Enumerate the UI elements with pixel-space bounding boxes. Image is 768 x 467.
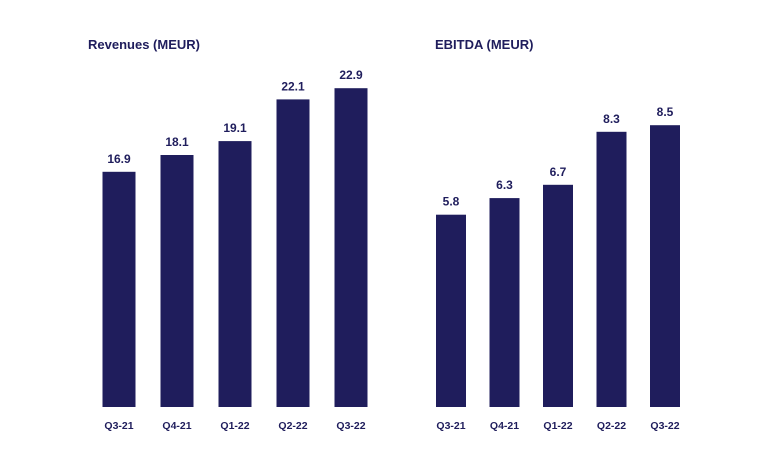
ebitda-value-label-q1-22: 6.7 xyxy=(550,165,567,179)
ebitda-value-label-q3-22: 8.5 xyxy=(657,105,674,119)
ebitda-bar-q4-21 xyxy=(489,198,520,407)
revenues-bar-q1-22 xyxy=(218,141,252,407)
revenues-x-tick-q2-22: Q2-22 xyxy=(278,420,307,432)
ebitda-value-label-q2-22: 8.3 xyxy=(603,112,620,126)
revenues-value-label-q2-22: 22.1 xyxy=(281,79,305,93)
revenues-chart: Revenues (MEUR) 16.9 Q3-21 18.1 Q4-21 19.1 Q1… xyxy=(88,37,368,432)
ebitda-bar-q3-21 xyxy=(436,214,466,407)
revenues-x-tick-q3-21: Q3-21 xyxy=(104,420,133,432)
revenues-bar-q4-21 xyxy=(160,155,194,407)
revenues-value-label-q4-21: 18.1 xyxy=(165,135,189,149)
ebitda-x-tick-q1-22: Q1-22 xyxy=(543,420,572,432)
revenues-bar-q3-21 xyxy=(102,171,136,407)
ebitda-bar-q3-22 xyxy=(650,125,680,407)
revenues-value-label-q1-22: 19.1 xyxy=(223,121,247,135)
ebitda-value-label-q4-21: 6.3 xyxy=(496,178,513,192)
revenues-value-label-q3-21: 16.9 xyxy=(107,152,131,166)
chart-title-ebitda: EBITDA (MEUR) xyxy=(435,37,533,52)
ebitda-value-label-q3-21: 5.8 xyxy=(443,195,460,209)
revenues-x-tick-q4-21: Q4-21 xyxy=(162,420,191,432)
ebitda-x-tick-q3-21: Q3-21 xyxy=(436,420,465,432)
revenues-x-tick-q3-22: Q3-22 xyxy=(336,420,365,432)
revenues-value-label-q3-22: 22.9 xyxy=(339,68,363,82)
revenues-bar-q2-22 xyxy=(276,99,310,408)
ebitda-x-tick-q3-22: Q3-22 xyxy=(650,420,679,432)
revenues-x-tick-q1-22: Q1-22 xyxy=(220,420,249,432)
ebitda-x-tick-q4-21: Q4-21 xyxy=(490,420,519,432)
chart-title-revenues: Revenues (MEUR) xyxy=(88,37,200,52)
ebitda-bar-q2-22 xyxy=(596,131,627,408)
ebitda-bar-q1-22 xyxy=(543,184,573,407)
revenues-bar-q3-22 xyxy=(334,88,368,407)
ebitda-x-tick-q2-22: Q2-22 xyxy=(597,420,626,432)
ebitda-chart: EBITDA (MEUR) 5.8 Q3-21 6.3 Q4-21 6.7 Q1-22 8.… xyxy=(435,37,680,432)
